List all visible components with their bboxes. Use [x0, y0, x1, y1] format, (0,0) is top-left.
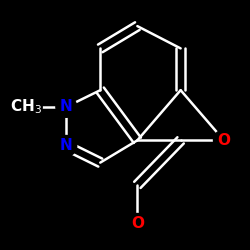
Text: O: O — [131, 216, 144, 232]
Text: CH$_3$: CH$_3$ — [10, 98, 42, 116]
Text: N: N — [60, 138, 73, 154]
Text: N: N — [60, 100, 73, 114]
Circle shape — [214, 130, 234, 151]
Circle shape — [56, 136, 77, 156]
Circle shape — [56, 96, 77, 117]
Text: O: O — [218, 133, 230, 148]
Circle shape — [127, 214, 148, 234]
Circle shape — [10, 91, 42, 123]
